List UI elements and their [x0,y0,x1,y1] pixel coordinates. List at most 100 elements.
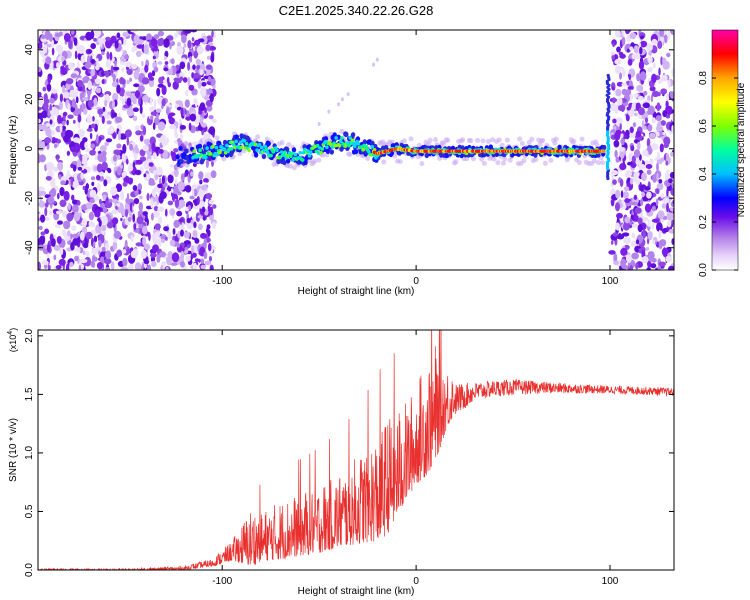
noise-dot [87,91,91,101]
noise-dot [173,167,179,178]
signal-halo [397,159,403,165]
noise-dot [104,114,111,120]
noise-dot [170,262,178,266]
signal-core [192,149,197,153]
signal-core [282,153,286,157]
noise-dot [640,198,644,206]
signal-core [350,138,355,143]
noise-dot [65,82,70,90]
noise-dot [150,212,154,221]
noise-dot [635,239,640,245]
noise-dot [120,217,123,222]
signal-halo [441,140,447,146]
noise-dot [153,99,157,109]
signal-halo [312,158,318,164]
noise-dot [179,125,186,130]
noise-dot [78,264,82,270]
artifact-dot [317,122,321,126]
noise-dot [192,262,197,270]
noise-dot [671,125,674,134]
noise-dot [640,35,645,40]
noise-dot [210,78,216,86]
noise-dot [643,217,649,222]
noise-dot [44,137,51,144]
noise-dot [47,264,51,270]
noise-dot [199,102,206,111]
signal-halo [594,142,600,148]
noise-dot [190,252,197,258]
signal-halo [540,138,546,143]
noise-dot [200,264,206,270]
noise-dot [181,222,185,231]
noise-dot [67,169,70,178]
noise-dot [658,229,662,239]
noise-dot [659,143,664,153]
noise-dot [174,132,179,139]
signal-core [337,143,342,148]
noise-dot [647,105,655,115]
noise-dot [172,81,179,90]
noise-dot [130,94,134,103]
noise-dot [208,115,214,120]
noise-dot [77,44,85,55]
signal-core [367,149,371,154]
noise-dot [656,182,664,191]
snr-panel: -100 0 100 0.0 0.5 1.0 1.5 2.0 Height of strai… [7,328,675,597]
signal-core [229,147,234,151]
noise-dot [626,106,631,111]
signal-core [265,150,270,155]
noise-dot [153,66,159,73]
noise-dot [194,258,200,263]
noise-dot [167,231,172,239]
signal-halo [287,163,293,169]
noise-dot [619,163,627,171]
snr-ylabel: SNR (10 * v/v) [8,418,19,482]
noise-dot [647,231,653,241]
noise-dot [649,132,656,139]
noise-dot [106,120,112,125]
noise-dot [125,61,132,68]
noise-dot [140,87,143,97]
spectrogram-y-tick-label: 40 [24,44,35,56]
noise-dot [134,262,142,270]
signal-core [269,153,273,158]
noise-dot [614,131,621,141]
noise-dot [614,149,618,158]
noise-dot [181,34,187,44]
noise-dot [95,78,101,85]
signal-halo [279,140,285,145]
noise-dot [40,214,46,223]
noise-dot [93,235,98,243]
noise-dot [121,171,127,178]
noise-dot [206,224,211,230]
signal-halo [475,137,481,143]
noise-dot [115,116,123,123]
noise-dot [67,114,74,119]
signal-core [293,152,298,157]
noise-dot [629,132,636,138]
noise-dot [615,88,622,97]
noise-dot [185,206,190,212]
noise-dot [626,34,631,43]
noise-dot [49,119,53,125]
noise-dot [197,214,204,219]
noise-dot [116,249,123,257]
noise-dot [172,185,180,194]
noise-dot [74,255,79,262]
noise-dot [121,153,126,162]
signal-halo [291,165,297,171]
noise-dot [666,212,674,221]
noise-dot [101,246,106,252]
signal-core [257,142,262,147]
noise-dot [41,260,49,266]
noise-dot [624,186,630,192]
noise-dot [203,251,208,260]
noise-dot [666,169,670,174]
noise-dot [53,245,61,251]
noise-dot [110,186,118,196]
noise-dot [171,252,180,263]
noise-dot [658,67,661,76]
noise-dot [206,55,211,60]
noise-dot [633,172,640,178]
noise-dot [87,99,95,108]
